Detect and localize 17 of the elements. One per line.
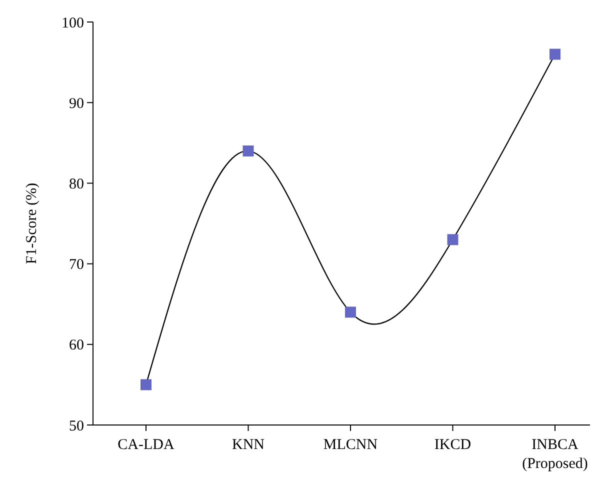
point [345, 306, 356, 318]
x-tick-label: MLCNN [323, 437, 378, 453]
y-tick-label: 90 [69, 96, 84, 112]
y-tick-label: 70 [69, 257, 84, 274]
x-tick-label: CA-LDA [118, 437, 174, 453]
y-tick-label: 80 [69, 176, 84, 192]
x-tick-label: IKCD [434, 437, 472, 453]
y-tick-label: 60 [69, 338, 84, 354]
x-tick-label: INBCA (Proposed) [522, 437, 588, 472]
y-tick-label: 50 [69, 418, 84, 434]
point [447, 234, 458, 246]
x-tick-label: KNN [232, 437, 265, 453]
point [242, 145, 254, 156]
point [140, 379, 152, 390]
y-tick-label: 100 [62, 15, 84, 32]
y-axis-title: F1-Score (%) [24, 182, 40, 264]
point [550, 48, 560, 60]
